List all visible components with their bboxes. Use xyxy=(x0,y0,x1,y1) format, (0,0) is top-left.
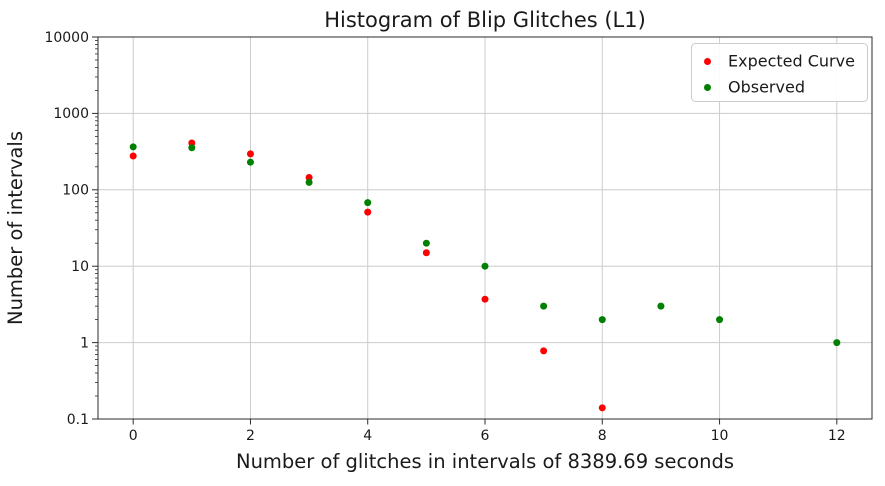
data-point-observed xyxy=(246,158,254,166)
y-tick-label: 10000 xyxy=(44,30,89,46)
series-expected-curve xyxy=(129,139,606,412)
x-axis-label: Number of glitches in intervals of 8389.… xyxy=(236,450,734,473)
x-tick-label: 8 xyxy=(598,428,607,444)
legend-marker-observed xyxy=(704,84,711,91)
data-point-observed xyxy=(129,143,137,151)
x-tick-label: 12 xyxy=(828,428,846,444)
data-point-observed xyxy=(422,239,430,247)
x-tick-label: 2 xyxy=(246,428,255,444)
axes-spines xyxy=(97,36,873,420)
data-point-expected-curve xyxy=(364,208,372,216)
y-tick-label: 0.1 xyxy=(67,412,89,428)
y-tick-label: 100 xyxy=(62,183,89,199)
data-point-expected-curve xyxy=(246,150,254,158)
legend-marker-expected-curve xyxy=(704,58,711,65)
axis-ticks: 0 2 4 6 8 10 12 0.1 1 10 100 1000 10000 xyxy=(44,30,845,444)
x-tick-label: 4 xyxy=(363,428,372,444)
y-tick-label: 1000 xyxy=(53,106,89,122)
legend-label: Observed xyxy=(728,78,805,97)
data-point-observed xyxy=(833,339,841,347)
data-point-observed xyxy=(364,199,372,207)
x-tick-label: 10 xyxy=(711,428,729,444)
data-point-observed xyxy=(188,144,196,152)
legend: Expected Curve Observed xyxy=(691,43,868,102)
y-axis-label: Number of intervals xyxy=(4,131,27,325)
y-tick-label: 1 xyxy=(80,335,89,351)
legend-label: Expected Curve xyxy=(728,52,855,71)
x-tick-label: 0 xyxy=(129,428,138,444)
data-point-observed xyxy=(598,316,606,324)
data-point-observed xyxy=(540,302,548,310)
y-tick-label: 10 xyxy=(71,259,89,275)
data-point-expected-curve xyxy=(481,295,489,303)
data-point-observed xyxy=(657,302,665,310)
data-point-expected-curve xyxy=(129,152,137,160)
x-tick-label: 6 xyxy=(481,428,490,444)
data-point-observed xyxy=(305,178,313,186)
data-point-observed xyxy=(481,262,489,270)
legend-box xyxy=(691,43,868,102)
data-point-observed xyxy=(716,316,724,324)
series-observed xyxy=(129,143,841,347)
data-point-expected-curve xyxy=(598,404,606,412)
chart-title: Histogram of Blip Glitches (L1) xyxy=(324,8,646,32)
data-point-expected-curve xyxy=(422,249,430,257)
data-point-expected-curve xyxy=(540,347,548,355)
data-point-expected-curve xyxy=(305,173,313,181)
